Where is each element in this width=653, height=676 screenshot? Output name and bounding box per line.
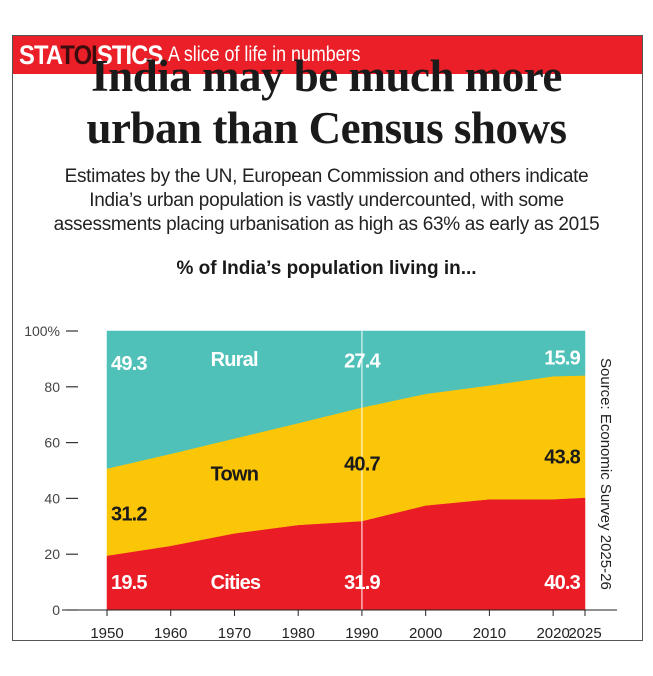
- area-rural: [106, 330, 586, 469]
- x-tick-label: 2025: [568, 625, 601, 642]
- data-label: 43.8: [544, 447, 580, 469]
- chart-areas: [106, 330, 586, 611]
- y-tick-label: 80: [44, 379, 60, 395]
- headline: India may be much more urban than Census…: [0, 50, 653, 154]
- x-tick-label: 1960: [154, 625, 187, 642]
- x-tick-label: 1980: [282, 625, 315, 642]
- dek-line-3: assessments placing urbanisation as high…: [53, 214, 600, 235]
- data-label: 19.5: [111, 572, 147, 594]
- statoistics-banner: STATOISTICS A slice of life in numbers: [13, 36, 642, 74]
- banner-tagline: A slice of life in numbers: [168, 43, 361, 66]
- dek-text: Estimates by the UN, European Commission…: [0, 165, 653, 237]
- data-label: 31.9: [344, 572, 380, 594]
- chart-labels: Rural Town Cities 49.3 31.2 19.5 27.4 40.7 31.9 1…: [111, 348, 581, 595]
- data-label: 15.9: [544, 348, 580, 370]
- source-note: Source: Economic Survey 2025-26: [597, 358, 614, 590]
- brand-logo: STATOISTICS: [19, 39, 163, 70]
- x-tick-label: 1950: [90, 625, 123, 642]
- brand-highlight: TOI: [60, 39, 97, 70]
- data-label: 31.2: [111, 504, 147, 526]
- y-tick-label: 0: [52, 602, 60, 618]
- y-tick-label: 40: [44, 490, 60, 506]
- x-tick-label: 2000: [409, 625, 442, 642]
- x-tick-label: 1990: [345, 625, 378, 642]
- series-label-town: Town: [211, 463, 259, 485]
- y-tick-label: 60: [44, 435, 60, 451]
- series-label-rural: Rural: [211, 349, 258, 371]
- chart-title: % of India’s population living in...: [176, 258, 477, 279]
- y-tick-label: 20: [44, 546, 60, 562]
- chart-axes: 0 20 40 60 80 100% 1950 1960 1970 1980 1990 2000 201…: [24, 323, 617, 642]
- x-tick-label: 2010: [473, 625, 506, 642]
- dek-line-1: Estimates by the UN, European Commission…: [64, 166, 589, 187]
- data-label: 40.3: [544, 572, 580, 594]
- y-tick-label: 100%: [24, 323, 60, 339]
- x-tick-label: 2020: [536, 625, 569, 642]
- headline-line-2: urban than Census shows: [86, 103, 567, 153]
- dek-line-2: India’s urban population is vastly under…: [89, 190, 564, 211]
- headline-line-1: India may be much more: [91, 51, 562, 101]
- data-label: 27.4: [344, 350, 381, 372]
- data-label: 49.3: [111, 353, 147, 375]
- series-label-cities: Cities: [211, 572, 261, 594]
- x-tick-label: 1970: [218, 625, 251, 642]
- data-label: 40.7: [344, 454, 380, 476]
